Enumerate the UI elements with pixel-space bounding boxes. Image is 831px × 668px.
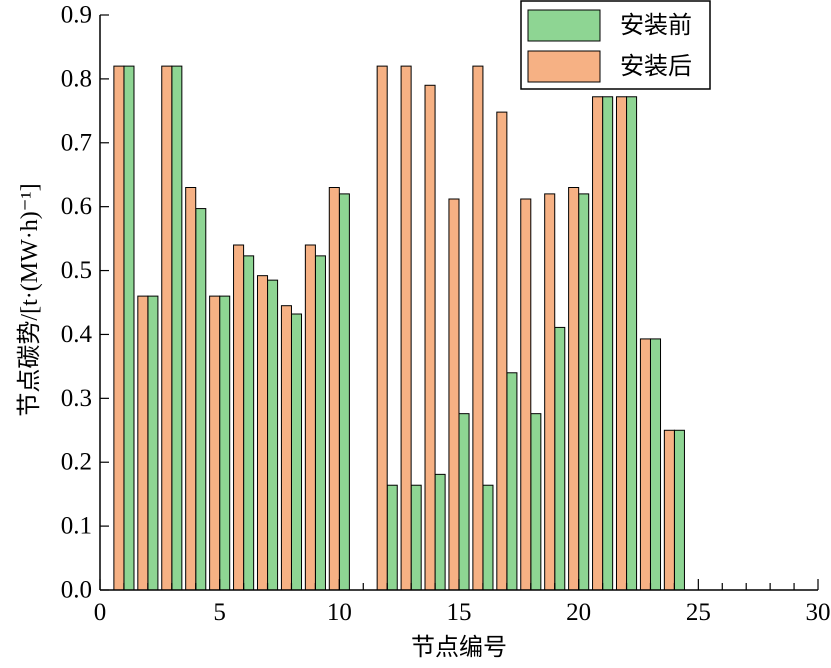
y-tick-label: 0.2 [61,449,92,476]
y-tick-label: 0.7 [61,129,92,156]
bar-after-node-12 [376,65,388,591]
bar-after-node-4 [185,187,197,591]
bar-before-node-16 [482,484,494,591]
bar-after-node-21 [592,96,604,591]
x-tick-label: 25 [686,599,711,626]
legend-swatch-after [527,50,601,83]
y-axis-title: 节点碳势/[t·(MW·h)⁻¹] [16,183,43,416]
bar-before-node-2 [147,295,159,591]
y-tick-label: 0.0 [61,577,92,604]
bar-after-node-19 [544,193,556,591]
bar-before-node-10 [338,193,350,591]
bar-after-node-6 [233,244,245,591]
bar-after-node-10 [328,187,340,591]
y-tick-label: 0.6 [61,193,92,220]
bar-before-node-19 [554,326,566,591]
y-tick-label: 0.5 [61,257,92,284]
legend-swatch-before [527,9,601,42]
y-tick-label: 0.1 [61,513,92,540]
bar-after-node-7 [256,275,269,591]
bar-before-node-5 [219,295,231,591]
bar-after-node-20 [568,187,580,591]
bar-before-node-21 [602,96,614,591]
bar-after-node-18 [520,198,532,591]
bar-after-node-17 [496,111,508,591]
bar-before-node-22 [626,96,638,591]
bar-after-node-3 [161,65,173,591]
ticks [99,14,819,591]
bar-before-node-4 [195,208,207,591]
legend: 安装前 安装后 [520,0,711,90]
bar-before-node-1 [123,65,135,591]
legend-label-after: 安装后 [620,53,692,80]
x-tick-label: 10 [327,599,352,626]
x-tick-label: 15 [447,599,472,626]
bar-after-node-2 [137,295,149,591]
bar-before-node-18 [530,413,542,591]
bar-after-node-14 [424,84,436,591]
bar-before-node-15 [458,413,470,591]
bar-group [113,65,685,591]
legend-label-before: 安装前 [620,12,692,39]
bar-before-node-14 [434,473,446,591]
bar-after-node-16 [472,65,484,591]
bar-before-node-13 [410,484,422,591]
y-tick-label: 0.3 [61,385,92,412]
bar-after-node-1 [113,65,125,591]
bar-before-node-9 [314,255,326,591]
y-tick-label: 0.8 [61,65,92,92]
bar-after-node-5 [209,295,221,591]
bar-before-node-7 [267,279,279,591]
y-tick-label: 0.4 [61,321,93,348]
bar-before-node-6 [243,255,255,591]
bar-before-node-24 [673,429,685,591]
bar-before-node-8 [290,313,303,591]
x-tick-label: 0 [94,599,107,626]
bar-before-node-12 [386,484,398,591]
bar-after-node-9 [304,244,316,591]
bar-after-node-13 [400,65,412,591]
bar-after-node-22 [615,96,628,591]
bar-before-node-17 [506,372,518,591]
tick-labels: 0 5 10 15 20 25 30 0.0 0.1 0.2 0.3 0.4 0.5 0.6 0.7 0.8 0… [61,2,831,627]
bar-before-node-20 [578,193,590,591]
x-tick-label: 5 [213,599,226,626]
bar-before-node-3 [171,65,183,591]
bar-after-node-24 [663,429,675,591]
x-tick-label: 20 [566,599,591,626]
y-tick-label: 0.9 [61,2,92,29]
x-tick-label: 30 [806,599,831,626]
bar-after-node-15 [448,198,460,591]
bar-after-node-8 [280,305,292,591]
bar-after-node-23 [639,338,651,591]
x-axis-title: 节点编号 [411,634,507,661]
bar-before-node-23 [649,338,662,591]
